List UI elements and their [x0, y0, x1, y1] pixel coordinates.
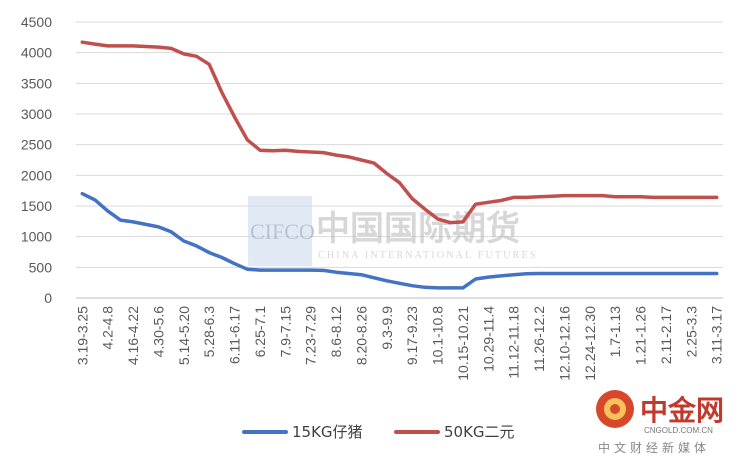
y-tick-label: 3500 — [21, 75, 52, 91]
cngold-tagline: 中文财经新媒体 — [598, 440, 710, 455]
y-tick-label: 3000 — [21, 106, 52, 122]
x-tick-label: 4.2-4.8 — [100, 306, 116, 350]
x-tick-label: 1.7-1.13 — [607, 306, 623, 358]
x-tick-label: 3.11-3.17 — [709, 306, 725, 364]
legend-label-1: 15KG仔猪 — [292, 423, 363, 441]
x-tick-label: 2.11-2.17 — [658, 306, 674, 364]
cifco-abbr: CIFCO — [250, 219, 315, 244]
x-tick-label: 6.25-7.1 — [252, 306, 268, 358]
x-tick-label: 10.1-10.8 — [430, 306, 446, 365]
legend-label-2: 50KG二元 — [444, 423, 515, 441]
x-tick-label: 8.20-8.26 — [353, 306, 369, 365]
cifco-logo-block — [248, 196, 312, 266]
gridlines — [76, 21, 723, 268]
x-tick-label: 12.24-12.30 — [582, 306, 598, 381]
x-tick-label: 5.28-6.3 — [201, 306, 217, 358]
x-tick-label: 6.11-6.17 — [227, 306, 243, 364]
y-tick-label: 1000 — [21, 229, 52, 245]
x-tick-label: 4.30-5.6 — [150, 306, 166, 358]
y-tick-label: 1500 — [21, 198, 52, 214]
series-line-2 — [80, 40, 719, 225]
x-tick-label: 10.15-10.21 — [455, 306, 471, 381]
y-tick-label: 2000 — [21, 167, 52, 183]
y-tick-label: 0 — [44, 290, 52, 306]
y-tick-label: 500 — [29, 259, 53, 275]
x-tick-label: 4.16-4.22 — [125, 306, 141, 365]
x-tick-label: 12.10-12.16 — [556, 306, 572, 381]
cifco-en-name: CHINA INTERNATIONAL FUTURES — [318, 250, 538, 261]
cngold-name: 中金网 — [640, 394, 724, 427]
x-tick-label: 2.25-3.3 — [683, 306, 699, 358]
x-tick-label: 9.3-9.9 — [379, 306, 395, 350]
x-tick-label: 3.19-3.25 — [74, 306, 90, 365]
cngold-watermark: 中金网 CNGOLD.COM.CN 中文财经新媒体 — [596, 390, 724, 455]
x-tick-label: 8.6-8.12 — [328, 306, 344, 358]
cifco-cn-name: 中国国际期货 — [316, 209, 520, 249]
x-tick-label: 7.9-7.15 — [277, 306, 293, 358]
x-tick-label: 5.14-5.20 — [176, 306, 192, 365]
x-axis-ticks: 3.19-3.25 4.2-4.8 4.16-4.22 4.30-5.6 5.14-5.… — [74, 306, 724, 381]
legend-item-2: 50KG二元 — [394, 423, 515, 441]
x-tick-label: 11.26-12.2 — [531, 306, 547, 372]
y-tick-label: 4000 — [21, 45, 52, 61]
x-tick-label: 11.12-11.18 — [506, 306, 522, 379]
x-tick-label: 7.23-7.29 — [303, 306, 319, 365]
x-tick-label: 10.29-11.4 — [480, 306, 496, 372]
series-line-1 — [80, 191, 719, 290]
cngold-url: CNGOLD.COM.CN — [644, 426, 713, 435]
cifco-watermark: CIFCO 中国国际期货 CHINA INTERNATIONAL FUTURES — [248, 196, 538, 266]
y-axis-ticks: 0 500 1000 1500 2000 2500 3000 3500 4000 4500 — [21, 14, 52, 306]
y-tick-label: 2500 — [21, 137, 52, 153]
x-tick-label: 1.21-1.26 — [633, 306, 649, 365]
y-tick-label: 4500 — [21, 14, 52, 30]
legend-item-1: 15KG仔猪 — [242, 423, 363, 441]
x-tick-label: 9.17-9.23 — [404, 306, 420, 365]
series-lines — [80, 40, 719, 290]
legend: 15KG仔猪 50KG二元 — [242, 423, 515, 441]
